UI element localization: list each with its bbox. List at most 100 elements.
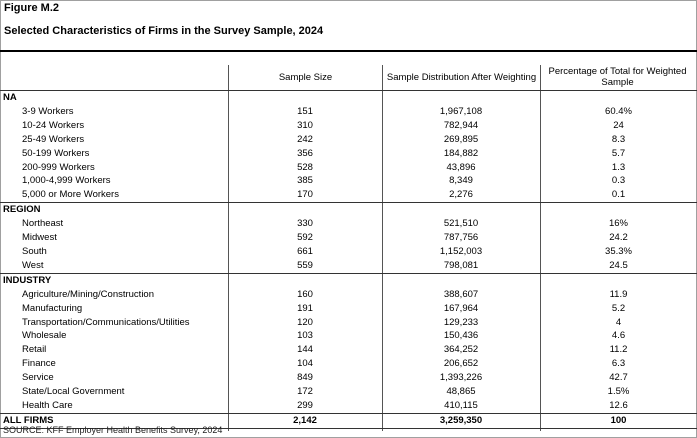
row-label: ALL FIRMS xyxy=(0,412,228,429)
percentage-cell: 24.2 xyxy=(609,232,628,244)
percentage-cell: 8.3 xyxy=(611,133,626,145)
sample-size-cell: 356 xyxy=(297,147,313,159)
row-label: Wholesale xyxy=(22,330,67,342)
weighted-distribution-cell: 43,896 xyxy=(446,161,476,173)
sample-size-cell: 120 xyxy=(297,316,313,328)
table-row: Health Care 299 410,115 12.6 xyxy=(0,399,697,413)
weighted-distribution-cell: 1,152,003 xyxy=(439,245,483,257)
percentage-cell: 6.3 xyxy=(611,358,626,370)
empty-cell xyxy=(540,202,697,218)
weighted-distribution-cell: 1,967,108 xyxy=(439,105,483,117)
row-label: Agriculture/Mining/Construction xyxy=(22,288,155,300)
table-row: Finance 104 206,652 6.3 xyxy=(0,357,697,371)
row-label: 50-199 Workers xyxy=(22,147,90,159)
table-row: 1,000-4,999 Workers 385 8,349 0.3 xyxy=(0,174,697,188)
sample-size-cell: 661 xyxy=(297,245,313,257)
sample-size-cell: 559 xyxy=(297,259,313,271)
total-row: ALL FIRMS 2,142 3,259,350 100 xyxy=(0,412,697,429)
percentage-cell: 42.7 xyxy=(609,372,628,384)
table-row: West 559 798,081 24.5 xyxy=(0,259,697,273)
weighted-distribution-cell: 269,895 xyxy=(443,133,479,145)
percentage-cell: 5.2 xyxy=(611,302,626,314)
table-row: Manufacturing 191 167,964 5.2 xyxy=(0,302,697,316)
row-label: 1,000-4,999 Workers xyxy=(22,175,111,187)
sample-size-cell: 330 xyxy=(297,218,313,230)
sample-size-cell: 144 xyxy=(297,344,313,356)
sample-size-cell: 151 xyxy=(297,105,313,117)
sample-size-cell: 242 xyxy=(297,133,313,145)
percentage-cell: 5.7 xyxy=(611,147,626,159)
sample-size-cell: 299 xyxy=(297,399,313,411)
row-label: Service xyxy=(22,372,54,384)
weighted-distribution-cell: 167,964 xyxy=(443,302,479,314)
table-row: 10-24 Workers 310 782,944 24 xyxy=(0,119,697,133)
section-label: INDUSTRY xyxy=(0,272,228,288)
row-label: 3-9 Workers xyxy=(22,105,74,117)
table-row: Northeast 330 521,510 16% xyxy=(0,217,697,231)
figure-title: Selected Characteristics of Firms in the… xyxy=(4,25,324,37)
percentage-cell: 4.6 xyxy=(611,330,626,342)
percentage-cell: 35.3% xyxy=(605,245,632,257)
weighted-distribution-cell: 2,276 xyxy=(449,189,473,201)
weighted-distribution-cell: 410,115 xyxy=(444,399,478,411)
row-label: Health Care xyxy=(22,399,73,411)
row-label: Finance xyxy=(22,358,56,370)
sample-size-cell: 385 xyxy=(297,175,313,187)
percentage-cell: 0.1 xyxy=(611,189,626,201)
weighted-distribution-cell: 388,607 xyxy=(443,288,479,300)
table-row: 3-9 Workers 151 1,967,108 60.4% xyxy=(0,105,697,119)
percentage-cell: 60.4% xyxy=(605,105,632,117)
sample-size-cell: 2,142 xyxy=(228,412,382,429)
table-row: Transportation/Communications/Utilities 1… xyxy=(0,316,697,330)
header-percentage: Percentage of Total for Weighted Sample xyxy=(548,66,687,88)
row-label: Transportation/Communications/Utilities xyxy=(22,316,190,328)
empty-cell xyxy=(540,89,697,105)
empty-cell xyxy=(228,272,382,288)
weighted-distribution-cell: 798,081 xyxy=(443,259,479,271)
sample-size-cell: 528 xyxy=(297,161,313,173)
percentage-cell: 11.9 xyxy=(609,288,628,300)
sample-size-cell: 172 xyxy=(297,386,313,398)
weighted-distribution-cell: 782,944 xyxy=(443,119,479,131)
row-label: State/Local Government xyxy=(22,386,125,398)
percentage-cell: 0.3 xyxy=(611,175,626,187)
empty-cell xyxy=(228,89,382,105)
column-divider xyxy=(228,65,229,431)
sample-size-cell: 310 xyxy=(297,119,313,131)
table-row: 200-999 Workers 528 43,896 1.3 xyxy=(0,161,697,175)
column-divider xyxy=(540,65,541,431)
section-header-row: INDUSTRY xyxy=(0,272,697,288)
weighted-distribution-cell: 8,349 xyxy=(449,175,473,187)
percentage-cell: 16% xyxy=(608,218,628,230)
weighted-distribution-cell: 787,756 xyxy=(443,232,479,244)
table-row: State/Local Government 172 48,865 1.5% xyxy=(0,385,697,399)
percentage-cell: 100 xyxy=(540,412,697,429)
row-label: Midwest xyxy=(22,232,57,244)
weighted-distribution-cell: 206,652 xyxy=(443,358,479,370)
weighted-distribution-cell: 48,865 xyxy=(446,386,476,398)
row-label: West xyxy=(22,259,44,271)
sample-size-cell: 592 xyxy=(297,232,313,244)
table-row: Wholesale 103 150,436 4.6 xyxy=(0,329,697,343)
empty-cell xyxy=(540,272,697,288)
table-row: Midwest 592 787,756 24.2 xyxy=(0,231,697,245)
table-row: 25-49 Workers 242 269,895 8.3 xyxy=(0,133,697,147)
empty-cell xyxy=(382,89,540,105)
row-label: Manufacturing xyxy=(22,302,83,314)
sample-size-cell: 160 xyxy=(297,288,313,300)
percentage-cell: 1.3 xyxy=(611,161,626,173)
column-divider xyxy=(382,65,383,431)
header-sample-size: Sample Size xyxy=(278,71,333,83)
weighted-distribution-cell: 184,882 xyxy=(443,147,479,159)
weighted-distribution-cell: 1,393,226 xyxy=(439,372,483,384)
table-row: Retail 144 364,252 11.2 xyxy=(0,343,697,357)
percentage-cell: 4 xyxy=(615,316,622,328)
table-row: 5,000 or More Workers 170 2,276 0.1 xyxy=(0,188,697,202)
percentage-cell: 1.5% xyxy=(607,386,630,398)
figure-label: Figure M.2 xyxy=(4,2,60,14)
weighted-distribution-cell: 150,436 xyxy=(443,330,479,342)
table-row: Service 849 1,393,226 42.7 xyxy=(0,371,697,385)
section-label: NA xyxy=(0,89,228,105)
row-label: 5,000 or More Workers xyxy=(22,189,119,201)
row-label: 25-49 Workers xyxy=(22,133,85,145)
